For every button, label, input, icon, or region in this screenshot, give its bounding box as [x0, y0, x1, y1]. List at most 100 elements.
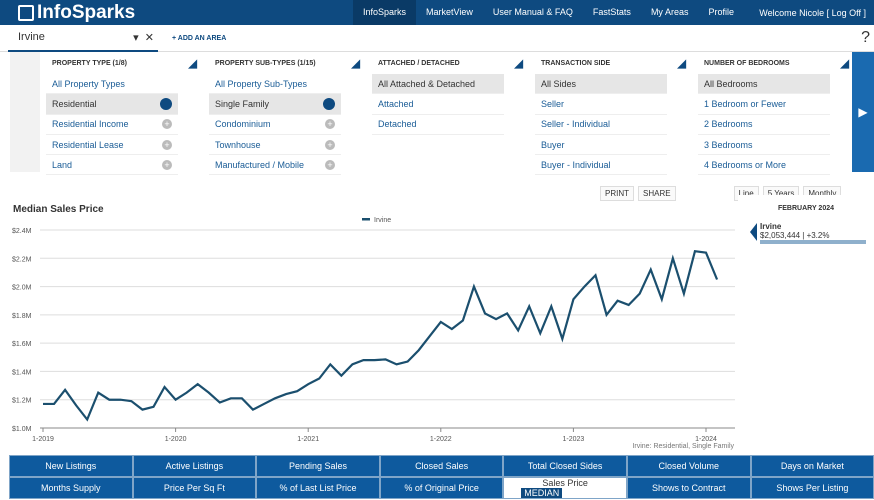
- y-tick-label: $1.4M: [12, 369, 32, 376]
- x-tick-label: 1-2020: [165, 436, 187, 443]
- side-month: FEBRUARY 2024: [777, 205, 835, 212]
- welcome-text[interactable]: Welcome Nicole [ Log Off ]: [759, 7, 866, 18]
- logo[interactable]: InfoSparks: [18, 2, 353, 24]
- y-tick-label: $1.8M: [12, 313, 32, 320]
- plus-icon[interactable]: +: [162, 119, 172, 130]
- metric-label: Months Supply: [41, 483, 101, 493]
- filter-option[interactable]: Manufactured / Mobile +: [209, 155, 341, 176]
- metric-tab[interactable]: Price Per Sq Ft: [132, 477, 257, 499]
- sort-icon[interactable]: ◢: [188, 57, 197, 70]
- help-icon[interactable]: ?: [861, 29, 870, 46]
- filter-option-label: 4 Bedrooms or More: [704, 159, 787, 170]
- x-tick-label: 1-2023: [563, 436, 585, 443]
- filter-option[interactable]: Residential Lease +: [46, 135, 178, 156]
- selected-dot-icon: [323, 97, 335, 110]
- filter-option-label: Residential: [52, 98, 97, 109]
- filter-option-label: Buyer: [541, 139, 565, 150]
- filter-option[interactable]: 1 Bedroom or Fewer: [698, 94, 830, 115]
- legend-swatch: [362, 218, 370, 221]
- filter-option-label: Single Family: [215, 98, 270, 109]
- filter-option[interactable]: All Property Types: [46, 74, 178, 95]
- sort-icon[interactable]: ◢: [840, 57, 849, 70]
- metric-tab[interactable]: % of Original Price: [379, 477, 504, 499]
- plus-icon[interactable]: +: [325, 159, 335, 170]
- nav-user-manual-faq[interactable]: User Manual & FAQ: [492, 7, 573, 17]
- sort-icon[interactable]: ◢: [351, 57, 360, 70]
- filter-header: PROPERTY TYPE (1/8) ◢: [46, 52, 197, 74]
- filter-header: PROPERTY SUB-TYPES (1/15) ◢: [209, 52, 360, 74]
- nav-faststats[interactable]: FastStats: [592, 7, 631, 17]
- filter-option[interactable]: All Sides: [535, 74, 667, 95]
- filter-option[interactable]: 2 Bedrooms: [698, 115, 830, 135]
- metric-tab[interactable]: Active Listings: [132, 455, 257, 477]
- x-tick-label: 1-2021: [297, 436, 319, 443]
- metric-tab[interactable]: Shows to Contract: [626, 477, 751, 499]
- legend-label: Irvine: [374, 217, 391, 224]
- filter-option[interactable]: 4 Bedrooms or More: [698, 155, 830, 176]
- filter-option[interactable]: All Bedrooms: [698, 74, 830, 95]
- add-area-button[interactable]: + ADD AN AREA: [172, 34, 227, 42]
- filter-option[interactable]: All Attached & Detached: [372, 74, 504, 95]
- metric-tab[interactable]: Total Closed Sides: [503, 455, 627, 477]
- filter-option-label: 2 Bedrooms: [704, 119, 753, 130]
- metric-tab[interactable]: Shows Per Listing: [750, 477, 874, 499]
- x-tick-label: 1-2022: [430, 436, 452, 443]
- metric-label: Closed Sales: [415, 461, 469, 471]
- filter-option[interactable]: Townhouse +: [209, 135, 341, 156]
- filter-panel: PROPERTY TYPE (1/8) ◢ All Property Types Re…: [0, 52, 874, 176]
- sort-icon[interactable]: ◢: [677, 57, 686, 70]
- metric-tab[interactable]: Months Supply: [9, 477, 133, 499]
- nav-marketview[interactable]: MarketView: [426, 7, 473, 17]
- filter-option[interactable]: Residential Income +: [46, 115, 178, 135]
- sort-icon[interactable]: ◢: [514, 57, 523, 70]
- metric-label: Shows to Contract: [651, 483, 726, 493]
- filter-option[interactable]: 3 Bedrooms: [698, 135, 830, 156]
- filter-option[interactable]: Seller - Individual: [535, 115, 667, 135]
- filter-option[interactable]: Land +: [46, 155, 178, 176]
- filter-column: TRANSACTION SIDE ◢ All Sides Seller Seller -…: [529, 52, 692, 176]
- filter-option[interactable]: Buyer - Individual: [535, 155, 667, 176]
- filter-option[interactable]: Detached: [372, 115, 504, 135]
- metric-tab[interactable]: Closed Volume: [626, 455, 751, 477]
- metric-tab[interactable]: % of Last List Price: [256, 477, 380, 499]
- plus-icon[interactable]: +: [162, 139, 172, 150]
- filter-header: TRANSACTION SIDE ◢: [535, 52, 686, 74]
- metric-tab[interactable]: Sales Price MEDIAN AVERAGE: [503, 477, 627, 499]
- nav-my-areas[interactable]: My Areas: [650, 7, 689, 17]
- share-button[interactable]: SHARE: [638, 186, 676, 201]
- metric-tab[interactable]: Closed Sales: [379, 455, 504, 477]
- filter-option-label: Buyer - Individual: [541, 159, 611, 170]
- median-average-toggle[interactable]: MEDIAN AVERAGE: [521, 488, 609, 498]
- filter-option[interactable]: All Property Sub-Types: [209, 74, 341, 95]
- plus-icon[interactable]: +: [162, 159, 172, 170]
- average-option[interactable]: AVERAGE: [566, 488, 610, 498]
- metric-tab[interactable]: Pending Sales: [256, 455, 380, 477]
- filter-option[interactable]: Single Family: [209, 94, 341, 115]
- filters-next-button[interactable]: ▶: [852, 52, 874, 172]
- metric-tab[interactable]: New Listings: [9, 455, 133, 477]
- filter-option-label: Townhouse: [215, 139, 261, 150]
- filter-title: PROPERTY SUB-TYPES (1/15): [215, 59, 316, 67]
- filter-option[interactable]: Buyer: [535, 135, 667, 156]
- plus-icon[interactable]: +: [325, 139, 335, 150]
- filter-option[interactable]: Condominium +: [209, 115, 341, 135]
- nav-infosparks[interactable]: InfoSparks: [353, 0, 417, 25]
- print-button[interactable]: PRINT: [600, 186, 634, 201]
- area-selector[interactable]: Irvine ▾ ✕: [8, 25, 158, 52]
- filter-option[interactable]: Attached: [372, 94, 504, 115]
- filter-column: PROPERTY SUB-TYPES (1/15) ◢ All Property S…: [203, 52, 366, 176]
- y-tick-label: $1.6M: [12, 341, 32, 348]
- nav-profile[interactable]: Profile: [708, 7, 734, 17]
- filter-option-label: Condominium: [215, 119, 271, 130]
- plus-icon[interactable]: +: [325, 119, 335, 130]
- metric-tab[interactable]: Days on Market: [750, 455, 874, 477]
- filter-option-label: All Bedrooms: [704, 78, 758, 89]
- metric-label: Total Closed Sides: [527, 461, 603, 471]
- dropdown-close-icons[interactable]: ▾ ✕: [133, 31, 154, 44]
- median-option[interactable]: MEDIAN: [521, 488, 563, 498]
- filter-option[interactable]: Residential: [46, 94, 178, 115]
- pointer-icon: [750, 223, 757, 241]
- metric-label: Sales Price: [542, 478, 588, 488]
- chart-footnote: Irvine: Residential, Single Family: [632, 443, 734, 450]
- filter-option[interactable]: Seller: [535, 94, 667, 115]
